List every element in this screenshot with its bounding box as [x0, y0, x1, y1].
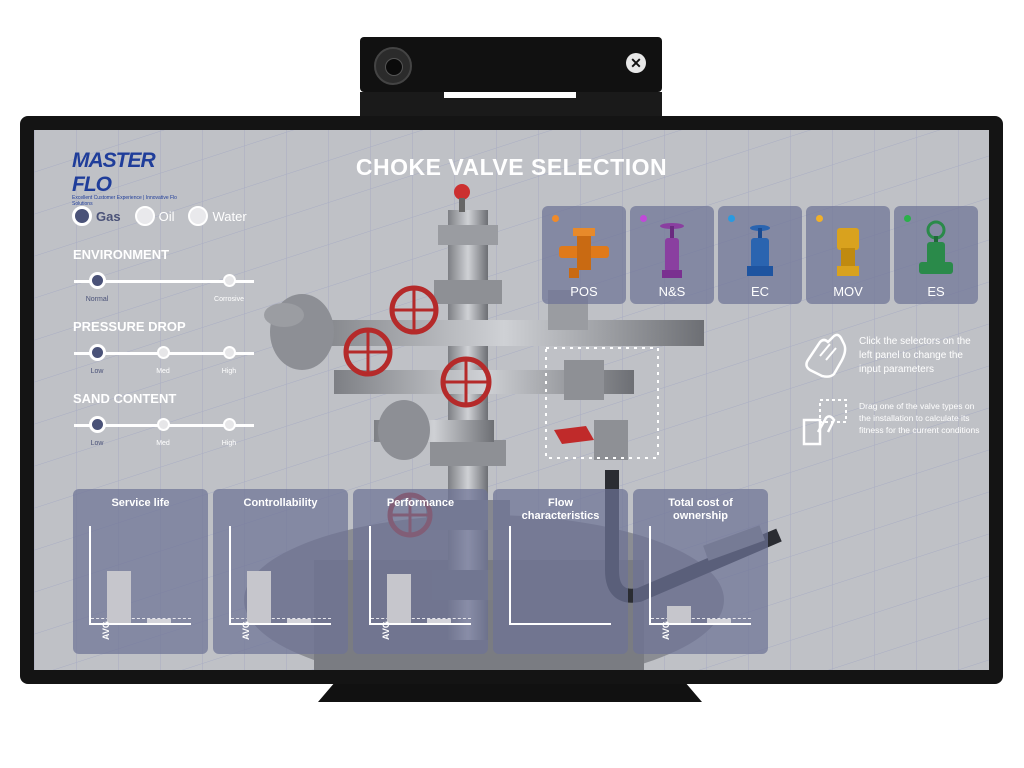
tick-label: Corrosive — [214, 296, 244, 303]
tv-stand — [318, 684, 702, 702]
valve-card-ns[interactable]: N&S — [630, 206, 714, 304]
status-indicator — [552, 215, 559, 222]
pressure-drop-label: PRESSURE DROP — [73, 319, 186, 334]
avg-bar — [107, 571, 131, 623]
logo-tagline: Excellent Customer Experience | Innovati… — [72, 195, 177, 207]
status-indicator — [640, 215, 647, 222]
avg-bar — [247, 571, 271, 623]
tick-label: Med — [156, 440, 170, 447]
radio-dot-icon — [134, 206, 155, 226]
fluid-option-label: Oil — [158, 208, 175, 224]
avg-label: AVG — [101, 621, 111, 640]
ns-valve-icon — [660, 223, 684, 278]
slider-knob-normal[interactable] — [89, 272, 106, 289]
camera-lens-icon — [374, 47, 412, 85]
kinect-base — [360, 92, 662, 117]
metric-panel-total-cost: Total cost of ownership AVG — [633, 489, 768, 654]
valve-label: MOV — [833, 284, 863, 299]
hand-click-icon — [805, 333, 847, 378]
logo-name: MASTER FLO — [72, 149, 156, 196]
ec-valve-icon — [747, 225, 773, 276]
valve-card-es[interactable]: ES — [894, 206, 978, 304]
fluid-option-label: Water — [212, 208, 247, 224]
metric-panel-service-life: Service life AVG — [73, 489, 208, 654]
app-screen: MASTER FLO Excellent Customer Experience… — [34, 130, 989, 670]
metric-title: Service life — [111, 497, 170, 509]
help-drag-text: Drag one of the valve types on the insta… — [859, 401, 980, 435]
fluid-option-gas[interactable]: Gas — [72, 206, 121, 226]
slider-knob-low[interactable] — [89, 344, 106, 361]
fluid-option-oil[interactable]: Oil — [134, 206, 175, 226]
slider-knob-corrosive[interactable] — [223, 274, 236, 287]
current-bar — [287, 619, 311, 623]
radio-dot-icon — [188, 206, 209, 226]
master-flo-logo: MASTER FLO Excellent Customer Experience… — [72, 149, 192, 207]
fluid-option-water[interactable]: Water — [188, 206, 247, 226]
slider-knob-high[interactable] — [223, 346, 236, 359]
tick-label: Med — [156, 368, 170, 375]
fluid-selector: Gas Oil Water — [72, 206, 247, 226]
tick-label: Normal — [85, 296, 109, 303]
metric-title: Controllability — [243, 497, 318, 509]
metric-panel-controllability: Controllability AVG — [213, 489, 348, 654]
tick-label: High — [221, 368, 237, 375]
valve-label: POS — [570, 284, 598, 299]
fluid-option-label: Gas — [96, 208, 121, 224]
xbox-logo-icon: ✕ — [626, 53, 646, 73]
current-bar — [147, 619, 171, 623]
avg-bar — [667, 606, 691, 623]
avg-label: AVG — [381, 621, 391, 640]
avg-label: AVG — [241, 621, 251, 640]
es-valve-icon — [919, 220, 953, 274]
tick-label: Low — [90, 368, 104, 375]
status-indicator — [728, 215, 735, 222]
slider-knob-med[interactable] — [157, 346, 170, 359]
mov-valve-icon — [837, 228, 859, 276]
current-bar — [427, 619, 451, 623]
sand-content-label: SAND CONTENT — [73, 391, 177, 406]
pos-valve-icon — [559, 228, 609, 278]
help-click-text: Click the selectors on the left panel to… — [859, 336, 971, 375]
environment-label: ENVIRONMENT — [73, 247, 170, 262]
metric-title: Total cost of ownership — [668, 497, 733, 522]
status-indicator — [904, 215, 911, 222]
page-title: CHOKE VALVE SELECTION — [355, 154, 668, 180]
slider-knob-med[interactable] — [157, 418, 170, 431]
tick-label: High — [221, 440, 237, 447]
slider-knob-high[interactable] — [223, 418, 236, 431]
metric-title: Flow characteristics — [521, 497, 600, 522]
valve-card-ec[interactable]: EC — [718, 206, 802, 304]
slider-knob-low[interactable] — [89, 416, 106, 433]
avg-label: AVG — [661, 621, 671, 640]
drag-hand-icon — [802, 399, 847, 446]
valve-card-pos[interactable]: POS — [542, 206, 626, 304]
valve-label: EC — [750, 284, 770, 299]
pressure-drop-slider[interactable] — [74, 344, 254, 361]
status-indicator — [816, 215, 823, 222]
environment-slider[interactable] — [74, 272, 254, 289]
valve-card-mov[interactable]: MOV — [806, 206, 890, 304]
metric-panel-flow-characteristics: Flow characteristics — [493, 489, 628, 654]
metric-title: Performance — [386, 497, 455, 509]
avg-bar — [387, 574, 411, 623]
radio-dot-icon — [72, 206, 92, 226]
current-bar — [707, 619, 731, 623]
kinect-sensor: ✕ — [360, 37, 662, 92]
valve-label: N&S — [658, 284, 686, 299]
metric-panel-performance: Performance AVG — [353, 489, 488, 654]
sand-content-slider[interactable] — [74, 416, 254, 433]
valve-label: ES — [927, 284, 945, 299]
tick-label: Low — [90, 440, 104, 447]
